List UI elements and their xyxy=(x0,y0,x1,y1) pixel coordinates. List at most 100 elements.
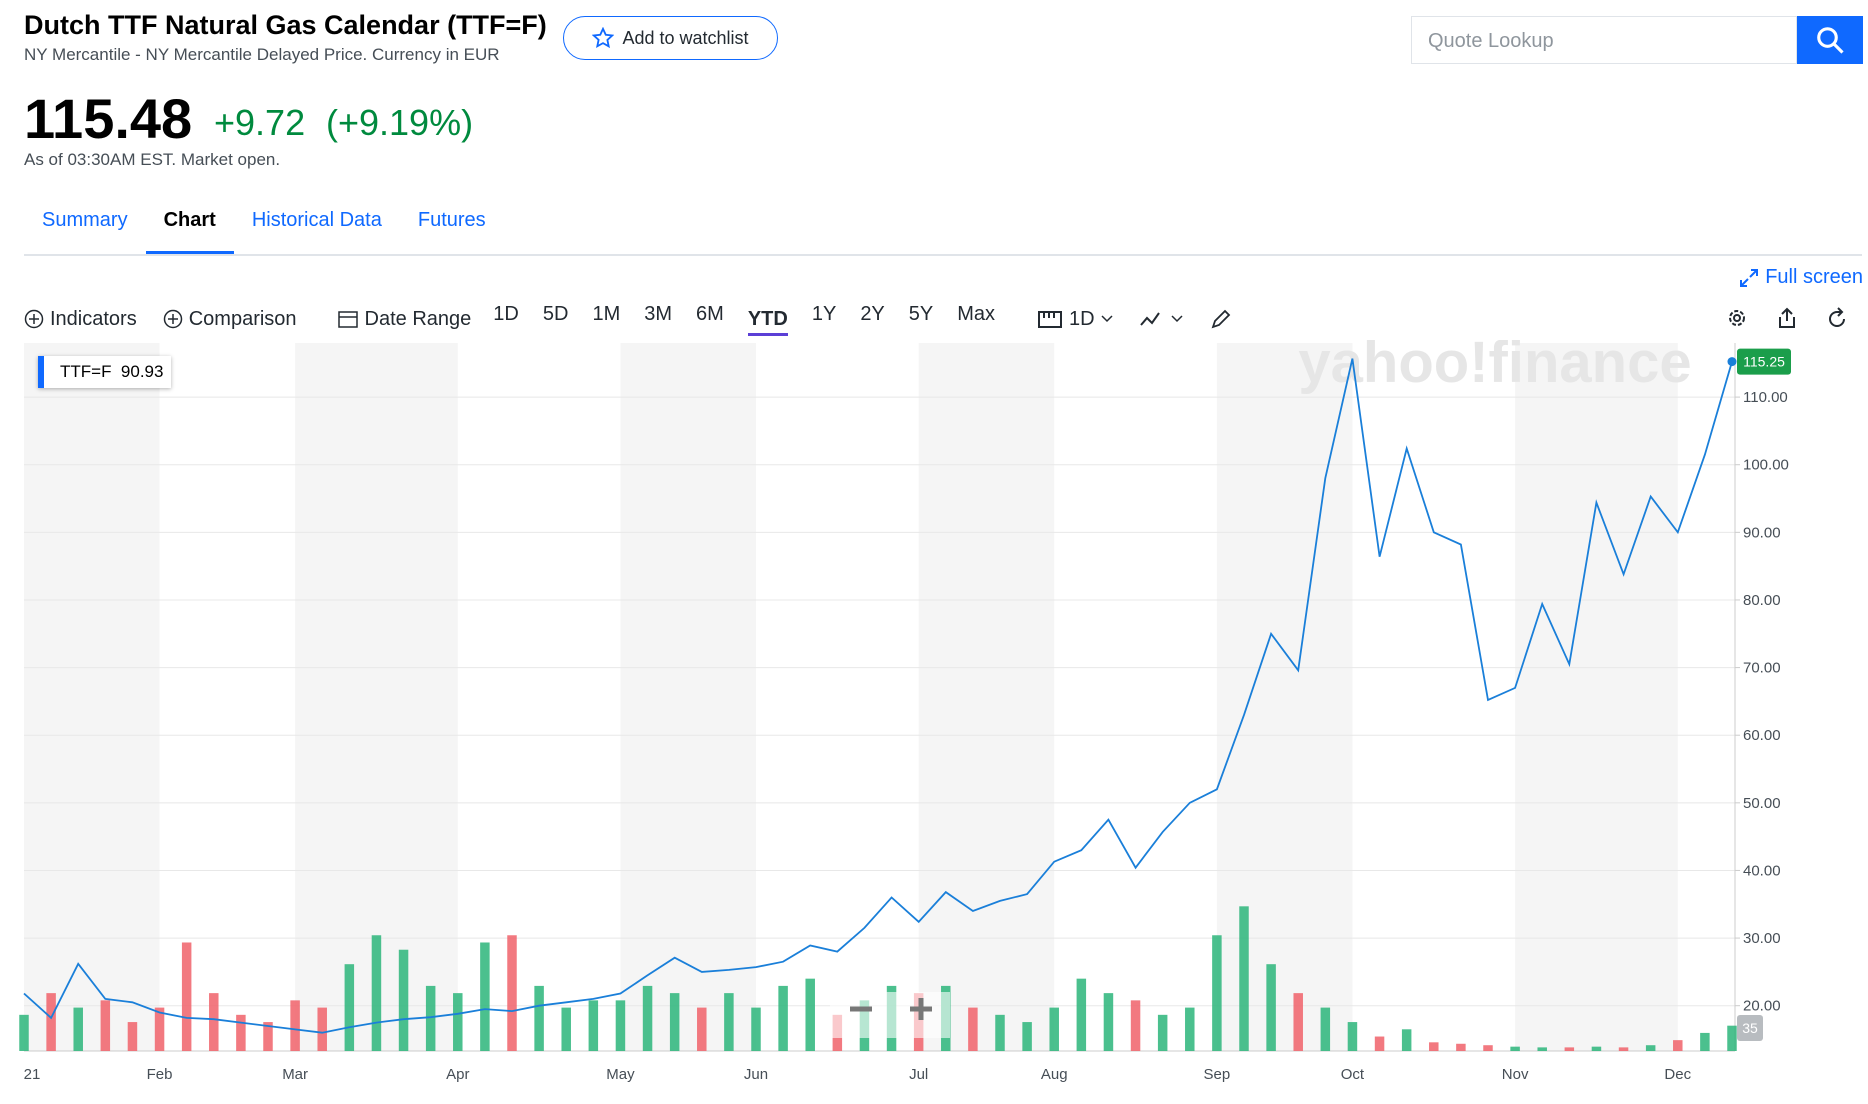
plus-icon xyxy=(24,309,44,329)
tab[interactable]: Futures xyxy=(417,209,486,231)
y-tick-label: 100.00 xyxy=(1743,457,1789,474)
volume-bar xyxy=(1645,1045,1656,1051)
x-tick-label: 21 xyxy=(24,1066,41,1083)
volume-badge-label: 35 xyxy=(1742,1020,1758,1036)
range-button[interactable]: Max xyxy=(957,302,996,325)
volume-bar xyxy=(968,1007,978,1051)
price-change: +9.72 xyxy=(214,102,306,143)
x-tick-label: Nov xyxy=(1502,1066,1529,1083)
range-button[interactable]: 1Y xyxy=(811,302,837,325)
volume-bar xyxy=(371,935,382,1051)
draw-button[interactable] xyxy=(1209,307,1233,331)
volume-bar xyxy=(697,1007,707,1051)
search-button[interactable] xyxy=(1797,16,1863,64)
search-placeholder: Quote Lookup xyxy=(1428,30,1554,52)
x-tick-label: Sep xyxy=(1204,1066,1231,1083)
volume-bar xyxy=(317,1007,327,1051)
settings-icon[interactable] xyxy=(1725,306,1749,330)
range-button[interactable]: YTD xyxy=(747,308,788,336)
x-tick-label: Feb xyxy=(147,1066,173,1083)
y-tick-label: 60.00 xyxy=(1743,727,1781,744)
volume-bar xyxy=(1591,1046,1602,1051)
x-tick-label: Apr xyxy=(446,1066,469,1083)
tab[interactable]: Chart xyxy=(145,207,234,255)
volume-bar xyxy=(1564,1047,1575,1051)
subtitle: NY Mercantile - NY Mercantile Delayed Pr… xyxy=(24,45,500,64)
price-badge xyxy=(1737,348,1791,375)
interval-button[interactable]: 1D xyxy=(1037,308,1113,331)
volume-bar xyxy=(1103,993,1114,1051)
volume-bar xyxy=(1618,1047,1629,1051)
interval-label: 1D xyxy=(1069,307,1095,330)
expand-icon xyxy=(1740,268,1759,287)
star-icon xyxy=(592,27,615,49)
range-button[interactable]: 5D xyxy=(542,302,569,325)
volume-bar xyxy=(1212,935,1222,1051)
volume-bar xyxy=(100,1000,111,1051)
range-button[interactable]: 5Y xyxy=(908,302,934,325)
tab[interactable]: Historical Data xyxy=(251,209,382,231)
price: 115.48 xyxy=(24,87,193,150)
line-icon xyxy=(1139,312,1160,326)
tab[interactable]: Summary xyxy=(42,209,128,231)
comparison-button[interactable]: Comparison xyxy=(163,308,297,331)
volume-bar xyxy=(344,964,355,1051)
month-band xyxy=(24,343,160,1051)
range-button[interactable]: 3M xyxy=(644,302,673,325)
zoom-in xyxy=(910,998,932,1020)
y-tick-label: 20.00 xyxy=(1743,998,1781,1015)
volume-bar xyxy=(1700,1032,1710,1051)
volume-bar xyxy=(751,1007,761,1051)
as-of: As of 03:30AM EST. Market open. xyxy=(24,150,281,169)
volume-bar xyxy=(1185,1007,1195,1051)
volume-bar xyxy=(1537,1047,1547,1051)
volume-bar xyxy=(398,949,409,1051)
share-icon[interactable] xyxy=(1775,306,1799,330)
volume-bar xyxy=(1347,1022,1358,1051)
volume-badge xyxy=(1737,1015,1763,1041)
x-tick-label: Oct xyxy=(1341,1066,1365,1083)
volume-bar xyxy=(642,985,653,1051)
x-tick-label: Dec xyxy=(1664,1066,1691,1083)
range-button[interactable]: 2Y xyxy=(860,302,885,325)
range-button[interactable]: 6M xyxy=(696,302,724,325)
search-input[interactable]: Quote Lookup xyxy=(1411,16,1797,64)
ruler-icon xyxy=(1038,311,1063,328)
indicators-button[interactable]: Indicators xyxy=(24,308,137,331)
watermark: yahoo!finance xyxy=(1298,340,1691,395)
date-range-button[interactable]: Date Range xyxy=(337,308,471,331)
volume-bar xyxy=(1239,906,1249,1051)
month-band xyxy=(295,343,458,1051)
chart-type-button[interactable] xyxy=(1139,309,1183,329)
volume-bar xyxy=(1293,993,1303,1051)
volume-bar xyxy=(236,1014,246,1051)
range-button[interactable]: 1D xyxy=(493,302,519,325)
volume-bar xyxy=(127,1022,138,1051)
fullscreen-button[interactable]: Full screen xyxy=(1739,266,1863,289)
x-tick-label: Jul xyxy=(909,1066,928,1083)
search-icon xyxy=(1817,27,1844,54)
volume-bar xyxy=(1456,1043,1466,1051)
toolbar: Indicators Comparison Date Range 1D 5D 1M 3… xyxy=(24,302,1259,336)
zoom-controls xyxy=(830,992,950,1038)
volume-bar xyxy=(1022,1022,1032,1051)
volume-bar xyxy=(1266,964,1276,1051)
volume-bar xyxy=(1673,1040,1683,1051)
x-tick-label: Mar xyxy=(282,1066,308,1083)
watchlist-label: Add to watchlist xyxy=(622,27,749,48)
volume-bar xyxy=(995,1014,1005,1051)
tooltip-symbol: TTF=F xyxy=(60,362,112,381)
tooltip-value: 90.93 xyxy=(120,362,164,381)
reset-icon[interactable] xyxy=(1825,306,1849,330)
x-tick-label: May xyxy=(606,1066,635,1083)
volume-bar xyxy=(534,985,544,1051)
volume-bar xyxy=(588,1000,599,1051)
watchlist-button[interactable]: Add to watchlist xyxy=(563,16,778,60)
comparison-label: Comparison xyxy=(188,307,297,330)
y-tick-label: 110.00 xyxy=(1743,389,1788,406)
price-line xyxy=(23,358,1733,1034)
volume-bar xyxy=(724,993,734,1051)
volume-bar xyxy=(1076,978,1087,1051)
range-button[interactable]: 1M xyxy=(592,302,621,325)
